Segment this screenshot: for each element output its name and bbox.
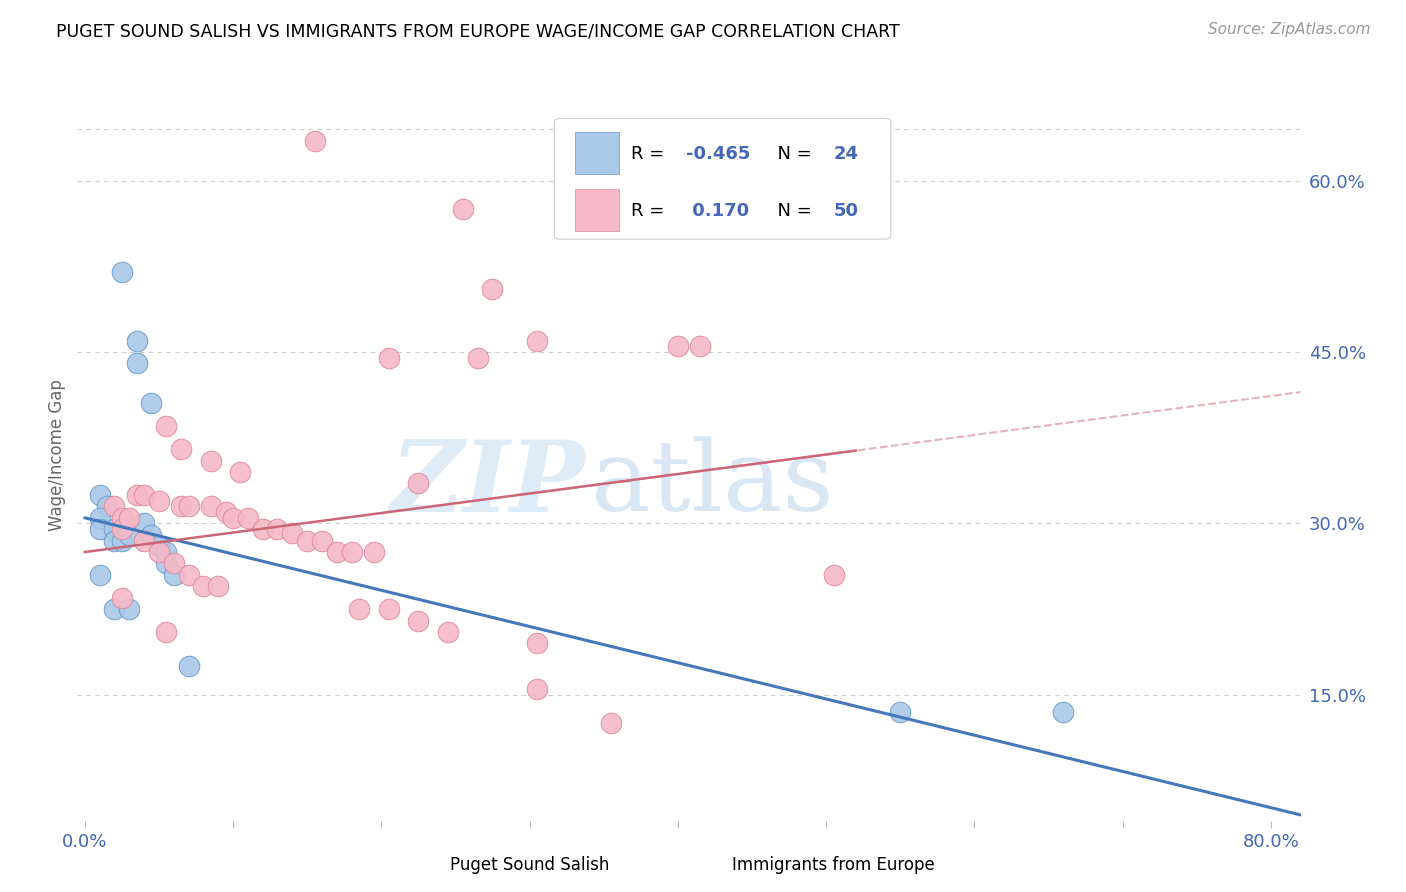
FancyBboxPatch shape [689,854,723,877]
Text: N =: N = [766,202,817,219]
Point [281,525,304,540]
Point [148,493,170,508]
Point [177,659,200,673]
Point [889,705,911,719]
Point [222,510,245,524]
Point [467,351,489,365]
Point [103,602,125,616]
Point [89,522,111,536]
Point [295,533,318,548]
Point [193,579,215,593]
Point [177,500,200,514]
Point [163,568,186,582]
Point [89,488,111,502]
Point [481,282,503,296]
FancyBboxPatch shape [575,132,619,174]
Point [207,579,229,593]
FancyBboxPatch shape [575,188,619,231]
Point [89,510,111,524]
Point [125,488,148,502]
Point [326,545,349,559]
Text: ZIP: ZIP [389,436,585,533]
Point [823,568,845,582]
Point [200,453,222,467]
Point [118,528,141,542]
Point [666,339,689,353]
Text: atlas: atlas [591,436,834,532]
FancyBboxPatch shape [408,854,441,877]
Point [89,568,111,582]
Text: N =: N = [766,145,817,163]
Point [148,545,170,559]
Point [347,602,370,616]
Text: Puget Sound Salish: Puget Sound Salish [450,856,610,874]
Point [252,522,274,536]
Point [155,419,177,434]
Point [141,396,163,410]
Y-axis label: Wage/Income Gap: Wage/Income Gap [48,379,66,531]
Point [103,500,125,514]
Point [111,510,134,524]
Point [111,265,134,279]
Point [689,339,711,353]
Point [111,522,134,536]
Point [377,351,399,365]
Point [526,334,548,348]
Point [214,505,236,519]
Text: Source: ZipAtlas.com: Source: ZipAtlas.com [1208,22,1371,37]
Text: 24: 24 [834,145,858,163]
Point [200,500,222,514]
Point [437,625,460,640]
Point [311,533,333,548]
Point [111,591,134,605]
Point [141,528,163,542]
Point [340,545,363,559]
Point [132,488,155,502]
Text: Immigrants from Europe: Immigrants from Europe [731,856,935,874]
Point [526,636,548,650]
Point [155,545,177,559]
Text: R =: R = [631,145,671,163]
Point [1052,705,1074,719]
Point [163,557,186,571]
Point [132,516,155,531]
Point [132,533,155,548]
Text: -0.465: -0.465 [686,145,751,163]
Text: 50: 50 [834,202,858,219]
Text: 0.170: 0.170 [686,202,749,219]
Point [103,522,125,536]
Point [96,500,118,514]
Point [526,682,548,697]
Point [155,557,177,571]
Point [111,533,134,548]
Point [408,614,430,628]
Point [600,716,623,731]
Point [451,202,474,217]
Point [229,465,252,479]
Point [236,510,259,524]
Point [363,545,385,559]
Point [304,134,326,148]
Point [170,442,193,457]
Point [377,602,399,616]
Point [177,568,200,582]
Point [148,539,170,553]
Text: R =: R = [631,202,676,219]
Point [408,476,430,491]
Point [103,533,125,548]
Point [118,510,141,524]
Point [266,522,288,536]
Point [125,334,148,348]
Text: PUGET SOUND SALISH VS IMMIGRANTS FROM EUROPE WAGE/INCOME GAP CORRELATION CHART: PUGET SOUND SALISH VS IMMIGRANTS FROM EU… [56,22,900,40]
FancyBboxPatch shape [554,119,891,239]
Point [170,500,193,514]
Point [155,625,177,640]
Point [125,356,148,371]
Point [118,602,141,616]
